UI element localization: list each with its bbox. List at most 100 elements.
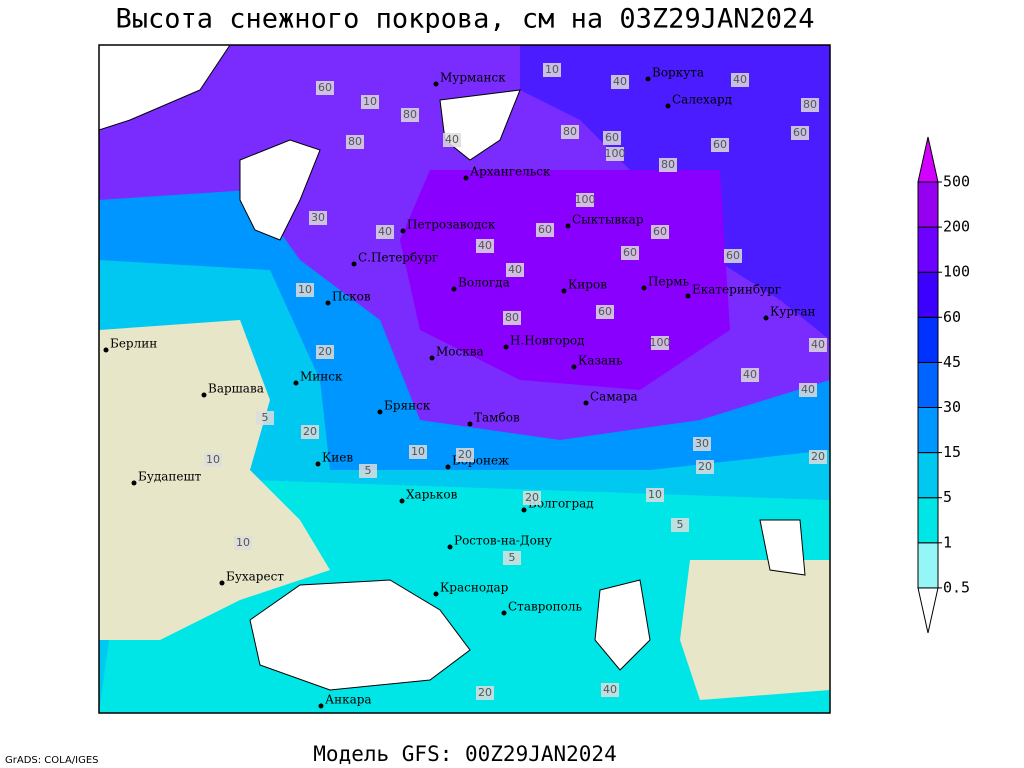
colorbar-label: 100 [943,263,970,281]
contour-label: 60 [538,223,552,236]
colorbar-bin [917,542,939,589]
contour-label-box [361,95,379,109]
city-label: Киров [568,278,607,292]
contour-label: 60 [726,249,740,262]
colorbar-end [917,587,939,634]
city-label: Мурманск [440,71,506,85]
colorbar-label: 200 [943,218,970,236]
contour-label-box [503,551,521,565]
city-label: Казань [578,354,623,368]
city-label: Берлин [110,337,157,351]
aral-sea [759,519,806,576]
contour-label: 10 [648,488,662,501]
colorbar-bin [917,407,939,454]
land [99,320,330,640]
contour-label-box [476,686,494,700]
contour-label: 60 [598,305,612,318]
contour-label: 40 [743,368,757,381]
contour-label-box [503,311,521,325]
contour-label-box [801,98,819,112]
city-label: Курган [770,305,815,319]
contour-label: 30 [695,437,709,450]
contour-label-box [603,131,621,145]
colorbar-bin [917,361,939,408]
city-label: Бухарест [226,570,284,584]
colorbar-bin [917,271,939,318]
land [680,560,830,700]
city-dot [131,480,137,486]
contour-label-box [651,336,669,350]
city-dot [325,300,331,306]
city-dot [201,392,207,398]
contour-label: 10 [363,95,377,108]
city-label: Салехард [672,93,732,107]
contour-label-box [741,368,759,382]
caspian-sea [594,579,651,671]
city-label: Петрозаводск [407,218,496,232]
colorbar-label: 15 [943,443,961,461]
city-dot [463,175,469,181]
contour-label-box [346,135,364,149]
contour-label: 20 [698,460,712,473]
contour-label: 40 [478,239,492,252]
contour-label-box [316,345,334,359]
contour-label-box [523,491,541,505]
city-label: Краснодар [440,581,509,595]
city-dot [433,81,439,87]
city-dot [103,347,109,353]
colorbar-label: 5 [943,488,952,506]
contour-label: 20 [458,448,472,461]
contour-label-box [536,223,554,237]
contour-label: 80 [403,108,417,121]
city-dot [583,400,589,406]
contour-label-box [711,138,729,152]
contour-label-box [809,450,827,464]
city-label: Будапешт [138,470,202,484]
city-dot [571,364,577,370]
contour-label-box [443,133,461,147]
contour-label-box [316,81,334,95]
contour-label-box [659,158,677,172]
city-dot [433,591,439,597]
contour-label-box [506,263,524,277]
contour-label-box [606,147,624,161]
city-dot [429,355,435,361]
colorbar-label: 60 [943,308,961,326]
city-dot [315,461,321,467]
contour-label: 5 [365,464,372,477]
city-label: Ставрополь [508,600,582,614]
contour-label: 5 [509,551,516,564]
city-label: Волгоград [528,497,594,511]
contour-label: 10 [545,63,559,76]
contour-label: 100 [605,147,626,160]
city-dot [318,703,324,709]
city-dot [399,498,405,504]
contour-label: 20 [303,425,317,438]
city-label: Тамбов [474,411,520,425]
contour-label-layer: 10 40 40 60 10 80 40 80 80 60 100 80 60 60 30 40 60 100 60… [204,63,827,700]
contour-label: 80 [803,98,817,111]
city-label: Вологда [458,276,510,290]
contour-label: 60 [318,81,332,94]
credit: GrADS: COLA/IGES [5,755,99,766]
contour-label: 40 [733,73,747,86]
contour-label-box [693,437,711,451]
footer: Модель GFS: 00Z29JAN2024 [313,742,616,766]
contour-label-box [543,63,561,77]
snow-zone [400,170,730,390]
contour-label: 80 [661,158,675,171]
colorbar-label: 1 [943,533,952,551]
contour-label: 20 [318,345,332,358]
contour-label-box [724,249,742,263]
city-dot [293,380,299,386]
colorbar-label: 0.5 [943,578,970,596]
contour-label: 40 [445,133,459,146]
city-dot [561,288,567,294]
contour-label: 30 [311,211,325,224]
contour-label: 20 [478,686,492,699]
contour-label: 10 [236,536,250,549]
contour-label-box [204,453,222,467]
city-dot [451,286,457,292]
contour-label-box [301,425,319,439]
